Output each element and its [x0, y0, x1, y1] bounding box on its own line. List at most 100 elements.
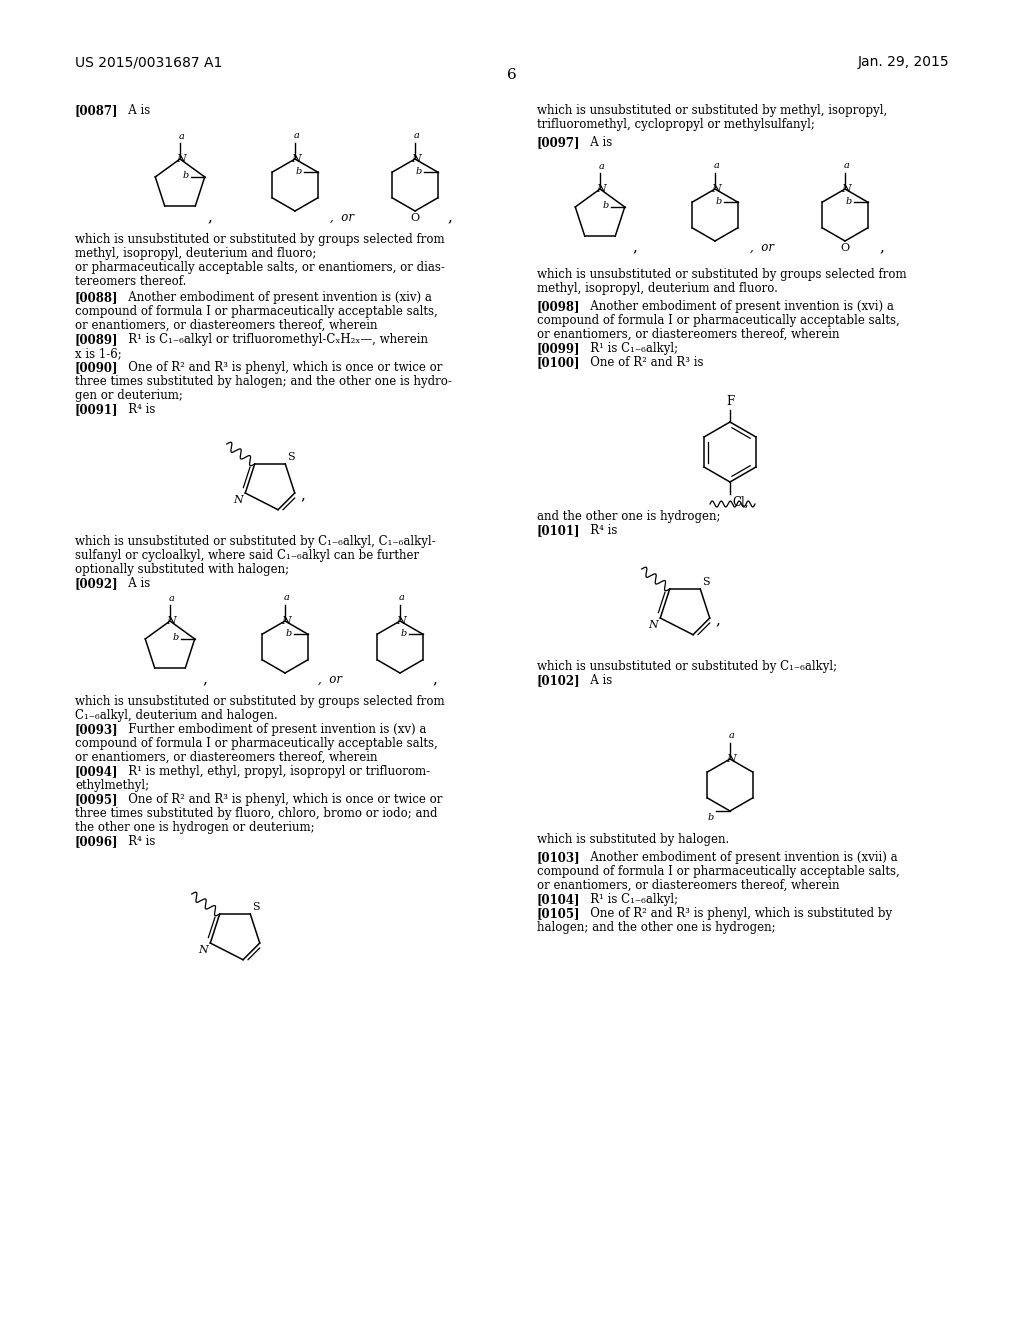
Text: a: a — [729, 731, 735, 741]
Text: N: N — [199, 945, 208, 956]
Text: or enantiomers, or diastereomers thereof, wherein: or enantiomers, or diastereomers thereof… — [537, 327, 840, 341]
Text: [0087]: [0087] — [75, 104, 119, 117]
Text: [0095]: [0095] — [75, 793, 119, 807]
Text: b: b — [295, 166, 301, 176]
Text: trifluoromethyl, cyclopropyl or methylsulfanyl;: trifluoromethyl, cyclopropyl or methylsu… — [537, 117, 815, 131]
Text: a: a — [599, 162, 605, 172]
Text: One of R² and R³ is phenyl, which is once or twice or: One of R² and R³ is phenyl, which is onc… — [117, 360, 442, 374]
Text: 6: 6 — [507, 69, 517, 82]
Text: a: a — [179, 132, 185, 141]
Text: One of R² and R³ is phenyl, which is once or twice or: One of R² and R³ is phenyl, which is onc… — [117, 793, 442, 807]
Text: C₁₋₆alkyl, deuterium and halogen.: C₁₋₆alkyl, deuterium and halogen. — [75, 709, 278, 722]
Text: a: a — [844, 161, 850, 170]
Text: b: b — [400, 628, 407, 638]
Text: ,: , — [633, 240, 637, 253]
Text: S: S — [252, 902, 260, 912]
Text: N: N — [166, 616, 176, 626]
Text: x is 1-6;: x is 1-6; — [75, 347, 122, 360]
Text: compound of formula I or pharmaceutically acceptable salts,: compound of formula I or pharmaceuticall… — [537, 314, 900, 327]
Text: R¹ is C₁₋₆alkyl;: R¹ is C₁₋₆alkyl; — [579, 342, 678, 355]
Text: A is: A is — [117, 104, 151, 117]
Text: tereomers thereof.: tereomers thereof. — [75, 275, 186, 288]
Text: ,: , — [208, 210, 212, 224]
Text: [0098]: [0098] — [537, 300, 581, 313]
Text: b: b — [172, 634, 179, 643]
Text: b: b — [182, 172, 188, 181]
Text: [0089]: [0089] — [75, 333, 119, 346]
Text: N: N — [841, 183, 851, 194]
Text: N: N — [396, 616, 406, 626]
Text: US 2015/0031687 A1: US 2015/0031687 A1 — [75, 55, 222, 69]
Text: b: b — [708, 813, 714, 822]
Text: N: N — [411, 154, 421, 164]
Text: which is substituted by halogen.: which is substituted by halogen. — [537, 833, 729, 846]
Text: [0092]: [0092] — [75, 577, 119, 590]
Text: A is: A is — [117, 577, 151, 590]
Text: ,  or: , or — [318, 672, 342, 685]
Text: R⁴ is: R⁴ is — [579, 524, 617, 537]
Text: One of R² and R³ is: One of R² and R³ is — [579, 356, 703, 370]
Text: R⁴ is: R⁴ is — [117, 403, 156, 416]
Text: compound of formula I or pharmaceutically acceptable salts,: compound of formula I or pharmaceuticall… — [537, 865, 900, 878]
Text: optionally substituted with halogen;: optionally substituted with halogen; — [75, 564, 289, 576]
Text: ethylmethyl;: ethylmethyl; — [75, 779, 150, 792]
Text: [0094]: [0094] — [75, 766, 119, 777]
Text: N: N — [711, 183, 721, 194]
Text: methyl, isopropyl, deuterium and fluoro;: methyl, isopropyl, deuterium and fluoro; — [75, 247, 316, 260]
Text: [0099]: [0099] — [537, 342, 581, 355]
Text: Jan. 29, 2015: Jan. 29, 2015 — [857, 55, 949, 69]
Text: [0097]: [0097] — [537, 136, 581, 149]
Text: b: b — [845, 197, 852, 206]
Text: a: a — [399, 593, 404, 602]
Text: N: N — [648, 620, 658, 630]
Text: ,: , — [880, 240, 885, 253]
Text: sulfanyl or cycloalkyl, where said C₁₋₆alkyl can be further: sulfanyl or cycloalkyl, where said C₁₋₆a… — [75, 549, 419, 562]
Text: ,: , — [301, 488, 305, 502]
Text: R¹ is C₁₋₆alkyl;: R¹ is C₁₋₆alkyl; — [579, 894, 678, 906]
Text: N: N — [596, 183, 606, 194]
Text: [0102]: [0102] — [537, 675, 581, 686]
Text: compound of formula I or pharmaceutically acceptable salts,: compound of formula I or pharmaceuticall… — [75, 737, 437, 750]
Text: ,: , — [716, 612, 721, 627]
Text: Cl,: Cl, — [732, 496, 749, 510]
Text: N: N — [233, 495, 244, 506]
Text: [0100]: [0100] — [537, 356, 581, 370]
Text: b: b — [416, 166, 422, 176]
Text: O: O — [411, 213, 420, 223]
Text: N: N — [176, 154, 186, 164]
Text: a: a — [714, 161, 720, 170]
Text: ,: , — [203, 672, 208, 686]
Text: [0093]: [0093] — [75, 723, 119, 737]
Text: R¹ is C₁₋₆alkyl or trifluoromethyl-CₓH₂ₓ—, wherein: R¹ is C₁₋₆alkyl or trifluoromethyl-CₓH₂ₓ… — [117, 333, 428, 346]
Text: three times substituted by fluoro, chloro, bromo or iodo; and: three times substituted by fluoro, chlor… — [75, 807, 437, 820]
Text: F: F — [726, 395, 734, 408]
Text: or enantiomers, or diastereomers thereof, wherein: or enantiomers, or diastereomers thereof… — [75, 319, 378, 333]
Text: a: a — [284, 593, 290, 602]
Text: or enantiomers, or diastereomers thereof, wherein: or enantiomers, or diastereomers thereof… — [75, 751, 378, 764]
Text: which is unsubstituted or substituted by C₁₋₆alkyl, C₁₋₆alkyl-: which is unsubstituted or substituted by… — [75, 535, 435, 548]
Text: S: S — [288, 451, 295, 462]
Text: [0096]: [0096] — [75, 836, 119, 847]
Text: b: b — [602, 202, 608, 210]
Text: A is: A is — [579, 675, 612, 686]
Text: b: b — [716, 197, 722, 206]
Text: a: a — [169, 594, 175, 603]
Text: Further embodiment of present invention is (xv) a: Further embodiment of present invention … — [117, 723, 426, 737]
Text: and the other one is hydrogen;: and the other one is hydrogen; — [537, 510, 721, 523]
Text: ,: , — [447, 210, 453, 224]
Text: halogen; and the other one is hydrogen;: halogen; and the other one is hydrogen; — [537, 921, 775, 935]
Text: which is unsubstituted or substituted by C₁₋₆alkyl;: which is unsubstituted or substituted by… — [537, 660, 838, 673]
Text: N: N — [282, 616, 291, 626]
Text: Another embodiment of present invention is (xvi) a: Another embodiment of present invention … — [579, 300, 894, 313]
Text: b: b — [286, 628, 292, 638]
Text: which is unsubstituted or substituted by methyl, isopropyl,: which is unsubstituted or substituted by… — [537, 104, 887, 117]
Text: the other one is hydrogen or deuterium;: the other one is hydrogen or deuterium; — [75, 821, 314, 834]
Text: ,  or: , or — [330, 210, 354, 223]
Text: [0103]: [0103] — [537, 851, 581, 865]
Text: Another embodiment of present invention is (xiv) a: Another embodiment of present invention … — [117, 290, 432, 304]
Text: ,: , — [432, 672, 437, 686]
Text: or pharmaceutically acceptable salts, or enantiomers, or dias-: or pharmaceutically acceptable salts, or… — [75, 261, 444, 275]
Text: ,  or: , or — [750, 240, 774, 253]
Text: [0104]: [0104] — [537, 894, 581, 906]
Text: N: N — [291, 154, 301, 164]
